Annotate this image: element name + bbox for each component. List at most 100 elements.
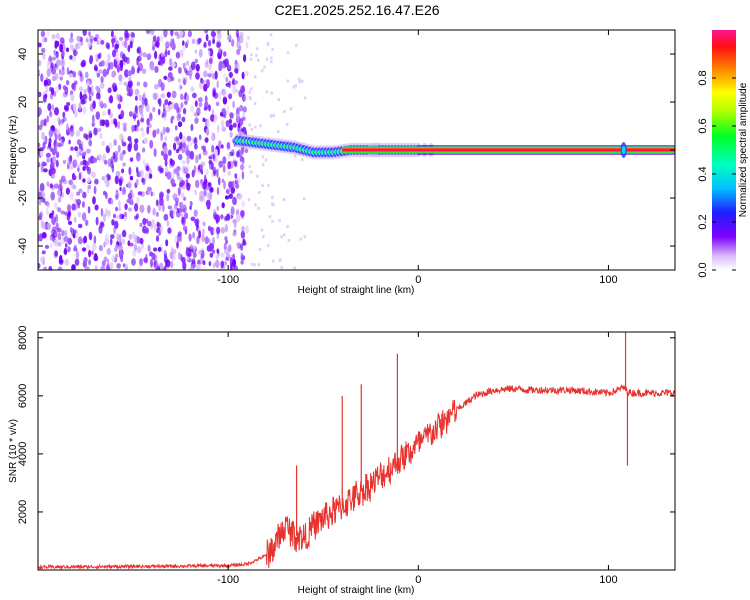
spectrogram-noise-cell — [101, 119, 105, 127]
spectrogram-noise-cell — [221, 126, 227, 132]
spectrogram-noise-cell — [140, 127, 144, 132]
spectrogram-noise-cell — [114, 43, 119, 50]
spectrogram-noise-cell — [222, 88, 227, 98]
colorbar-gradient — [712, 30, 736, 270]
spectrogram-noise-cell — [145, 30, 151, 35]
spectrogram-noise-cell — [139, 258, 143, 266]
spectrogram-noise-cell — [239, 31, 244, 38]
spectrogram-noise-cell — [95, 111, 101, 120]
spectrogram-noise-cell — [107, 174, 112, 181]
spectrogram-noise-cell — [77, 223, 83, 229]
spectrogram-noise-cell — [189, 200, 193, 207]
spectrogram-noise-cell — [94, 65, 98, 72]
spectrogram-noise-cell — [235, 88, 238, 93]
spectrogram-noise-cell — [141, 68, 147, 74]
spectrogram-y-label: Frequency (Hz) — [8, 116, 19, 185]
spectrogram-noise-cell — [198, 250, 203, 255]
spectrogram-noise-cell — [155, 235, 160, 242]
spectrogram-noise-cell — [228, 124, 233, 131]
spectrogram-noise-cell — [129, 139, 133, 149]
spectrogram-noise-cell — [192, 92, 197, 99]
spectrogram-noise-cell — [157, 108, 161, 116]
spectrogram-noise-cell — [122, 53, 126, 62]
spectrogram-noise-cell — [111, 254, 116, 263]
spectrogram-noise-cell — [151, 207, 157, 216]
spectrogram-noise-cell — [224, 58, 230, 68]
spectrogram-noise-cell — [79, 71, 83, 78]
spectrogram-noise-cell — [187, 30, 192, 38]
spectrogram-noise-cell — [152, 247, 158, 252]
spectrogram-noise-cell — [232, 253, 236, 261]
spectrogram-noise-cell — [142, 217, 147, 226]
spectrogram-noise-cell — [164, 135, 168, 142]
spectrogram-noise-cell — [39, 182, 45, 192]
spectrogram-noise-cell — [38, 42, 42, 48]
spectrogram-noise-cell — [201, 228, 205, 235]
spectrogram-faint-cell — [271, 196, 274, 199]
spectrogram-noise-cell — [128, 166, 132, 176]
spectrogram-noise-cell — [49, 236, 53, 241]
spectrogram-noise-cell — [198, 102, 203, 108]
spectrogram-noise-cell — [113, 139, 117, 146]
spectrogram-noise-cell — [122, 186, 126, 193]
spectrogram-noise-cell — [98, 100, 104, 108]
spectrogram-faint-cell — [258, 248, 262, 251]
spectrogram-y-ticks: -40 -20 0 20 40 — [17, 48, 675, 254]
spectrogram-noise-cell — [114, 150, 119, 157]
spectrogram-noise-cell — [119, 152, 124, 161]
spectrogram-noise-cell — [242, 110, 246, 119]
spectrogram-noise-cell — [169, 158, 173, 165]
spectrogram-faint-cell — [286, 79, 290, 83]
spectrogram-noise-cell — [56, 227, 62, 233]
spectrogram-noise-cell — [167, 149, 172, 156]
spectrogram-noise-cell — [218, 47, 222, 55]
spectrogram-signal — [233, 133, 675, 160]
spectrogram-noise-cell — [164, 40, 170, 48]
spectrogram-noise-cell — [236, 176, 241, 184]
spectrogram-noise-cell — [160, 225, 163, 234]
spectrogram-noise-cell — [103, 103, 107, 109]
spectrogram-noise-cell — [203, 83, 208, 92]
spectrogram-noise-cell — [220, 214, 224, 220]
spectrogram-noise-cell — [44, 37, 48, 43]
spectrogram-noise-cell — [160, 132, 163, 142]
spectrogram-noise-cell — [89, 55, 94, 64]
spectrogram-faint-cell — [256, 47, 259, 51]
spectrogram-noise-cell — [236, 107, 240, 115]
spectrogram-noise-cell — [225, 188, 230, 195]
spectrogram-noise-cell — [230, 206, 235, 216]
spectrogram-noise-cell — [114, 60, 118, 69]
spectrogram-noise-cell — [207, 225, 212, 232]
spectrogram-noise-cell — [97, 53, 101, 60]
spectrogram-noise-cell — [96, 73, 100, 78]
spectrogram-noise-cell — [177, 252, 182, 260]
spectrogram-noise-cell — [76, 199, 82, 206]
spectrogram-noise-cell — [44, 93, 48, 99]
spectrogram-noise-cell — [216, 41, 222, 48]
spectrogram-noise-cell — [58, 207, 62, 213]
spectrogram-noise-cell — [40, 119, 45, 127]
spectrogram-noise-cell — [139, 169, 144, 178]
spectrogram-noise-cell — [191, 137, 195, 144]
spectrogram-noise-cell — [98, 61, 103, 67]
spectrogram-noise-cell — [91, 122, 96, 127]
spectrogram-noise-cell — [193, 138, 197, 144]
spectrogram-noise-cell — [148, 173, 153, 179]
spectrogram-noise-cell — [80, 161, 84, 166]
spectrogram-faint-cell — [293, 154, 297, 158]
spectrogram-noise-cell — [178, 82, 182, 92]
spectrogram-noise-cell — [174, 235, 178, 244]
spectrogram-noise-cell — [59, 76, 63, 81]
spectrogram-noise-cell — [174, 102, 179, 110]
spectrogram-noise-cell — [121, 229, 127, 238]
spectrogram-noise-cell — [208, 191, 213, 201]
spectrogram-noise-cell — [61, 230, 65, 237]
spectrogram-noise-cell — [205, 168, 209, 176]
spectrogram-noise-cell — [100, 40, 105, 45]
spectrogram-noise-cell — [70, 93, 75, 102]
spectrogram-noise-cell — [55, 32, 60, 40]
spectrogram-noise-cell — [88, 139, 92, 147]
spectrogram-faint-cell — [261, 155, 265, 159]
spectrogram-noise-cell — [79, 86, 83, 92]
spectrogram-noise-cell — [216, 187, 220, 196]
